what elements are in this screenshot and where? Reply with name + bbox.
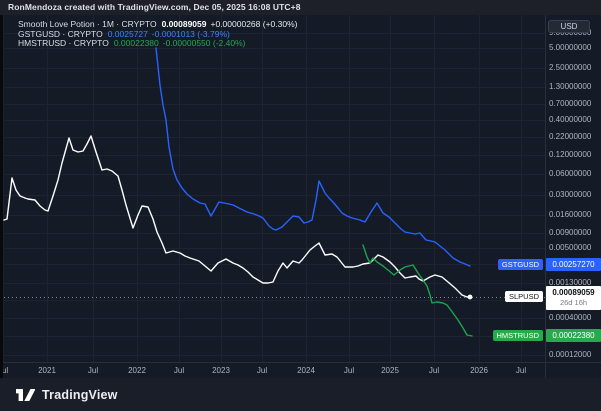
legend-gst-price: 0.0025727 (107, 28, 148, 39)
price-tick-label: 0.03000000 (549, 190, 592, 199)
time-tick-label: 2024 (297, 366, 315, 375)
price-tick-label: 0.00900000 (549, 228, 592, 237)
legend-slp-title: Smooth Love Potion · 1M · CRYPTO (18, 19, 157, 29)
slpusd-series-label: SLPUSD (504, 291, 543, 302)
legend-slp-price: 0.00089059 (161, 19, 207, 29)
price-tick-label: 0.70000000 (549, 99, 592, 108)
tradingview-logo-link[interactable]: TradingView (16, 387, 118, 403)
legend-row-slp[interactable]: Smooth Love Potion · 1M · CRYPTO 0.000890… (18, 19, 298, 30)
price-tick-label: 0.01600000 (549, 210, 592, 219)
hmstrusd-series-label: HMSTRUSD (492, 330, 543, 341)
tradingview-wordmark: TradingView (42, 387, 118, 402)
legend-slp-change: +0.00000268 (+0.30%) (210, 19, 298, 29)
legend-row-gstgusd[interactable]: GSTGUSD · CRYPTO 0.0025727 -0.0001013 (-3.… (18, 28, 297, 40)
price-tick-label: 0.00130000 (549, 278, 592, 287)
price-tick-label: 0.00500000 (549, 243, 592, 252)
legend-row-hmstrusd[interactable]: HMSTRUSD · CRYPTO 0.00022380 -0.00000550 (… (18, 38, 297, 49)
price-tick-label: 0.00040000 (549, 313, 592, 322)
left-border (0, 15, 3, 378)
time-tick-label: Jul (87, 366, 99, 375)
legend-hmstr-change: -0.00000550 (-2.40%) (162, 38, 246, 48)
price-tick-label: 5.00000000 (549, 43, 592, 52)
gstgusd-series-label: GSTGUSD (497, 259, 543, 270)
gstgusd-price-tag: 0.00257270 (546, 258, 601, 271)
tradingview-logo-icon (16, 388, 35, 401)
time-tick-label: 2022 (128, 366, 146, 375)
footer-bar: TradingView (0, 378, 601, 411)
time-tick-label: Jul (515, 366, 527, 375)
legend-hmstr-price: 0.00022380 (113, 38, 159, 48)
time-tick-label: Jul (256, 366, 268, 375)
price-tick-label: 1.30000000 (549, 82, 592, 91)
time-tick-label: Jul (428, 366, 440, 375)
price-tick-label: 0.12000000 (549, 150, 592, 159)
slpusd-current-price: 0.00089059 (552, 288, 595, 297)
currency-usd-button[interactable]: USD (548, 20, 590, 33)
time-tick-label: 2021 (38, 366, 56, 375)
time-tick-label: Jul (0, 366, 9, 375)
price-tick-label: 2.50000000 (549, 63, 592, 72)
legend-gst-title: GSTGUSD · CRYPTO (18, 28, 103, 39)
time-axis[interactable]: Jul 2021 Jul 2022 Jul 2023 Jul 2024 Jul 2025 Jul 20… (0, 363, 601, 378)
time-tick-label: Jul (343, 366, 355, 375)
bar-close-countdown: 26d 16h (559, 298, 588, 307)
price-tick-label: 0.22000000 (549, 132, 592, 141)
slpusd-price-tag: 0.00089059 26d 16h (546, 286, 601, 310)
hmstrusd-price-tag: 0.00022380 (546, 329, 601, 342)
time-tick-label: 2026 (470, 366, 488, 375)
legend-hmstr-title: HMSTRUSD · CRYPTO (18, 38, 109, 48)
chart-legend: Smooth Love Potion · 1M · CRYPTO 0.000890… (18, 19, 298, 49)
price-tick-label: 0.40000000 (549, 115, 592, 124)
watermark-text: RonMendoza created with TradingView.com,… (0, 0, 601, 15)
time-tick-label: 2025 (381, 366, 399, 375)
legend-gst-change: -0.0001013 (-3.79%) (151, 28, 230, 39)
price-tick-label: 0.00012000 (549, 350, 592, 359)
time-tick-label: Jul (173, 366, 185, 375)
time-tick-label: 2023 (212, 366, 230, 375)
price-tick-label: 0.06000000 (549, 169, 592, 178)
